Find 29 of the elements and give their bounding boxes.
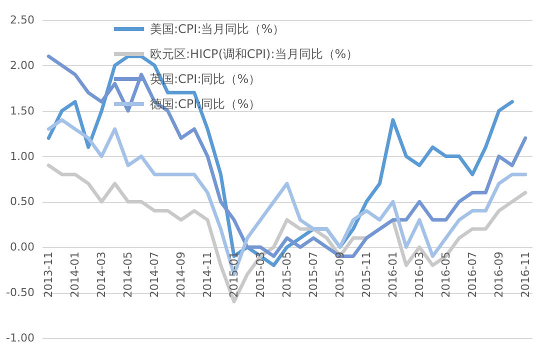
y-tick-label: -0.50 xyxy=(6,286,34,300)
x-tick-label: 2014-05 xyxy=(122,252,135,298)
legend-label: 欧元区:HICP(调和CPI):当月同比（%） xyxy=(150,47,358,61)
y-tick-label: -1.00 xyxy=(6,332,34,343)
x-tick-label: 2015-07 xyxy=(306,252,320,298)
x-tick-label: 2016-11 xyxy=(518,252,532,298)
x-tick-label: 2016-01 xyxy=(386,252,400,298)
x-tick-label: 2016-05 xyxy=(439,252,452,298)
x-tick-label: 2015-09 xyxy=(333,252,346,298)
x-tick-label: 2014-01 xyxy=(68,252,82,298)
x-tick-label: 2014-09 xyxy=(174,252,188,298)
x-tick-label: 2016-07 xyxy=(466,252,479,298)
legend-label: 美国:CPI:当月同比（%） xyxy=(150,22,285,36)
y-tick-label: 2.00 xyxy=(10,58,34,72)
x-tick-label: 2014-03 xyxy=(95,252,108,298)
x-tick-label: 2015-05 xyxy=(280,252,294,298)
x-tick-label: 2015-11 xyxy=(360,252,373,298)
y-tick-label: 0.50 xyxy=(10,195,34,208)
y-tick-label: 0.00 xyxy=(10,240,34,254)
x-tick-label: 2014-07 xyxy=(148,252,162,298)
x-tick-label: 2015-01 xyxy=(228,252,241,298)
x-tick-label: 2015-03 xyxy=(254,252,268,298)
x-tick-label: 2014-11 xyxy=(201,252,214,298)
x-tick-label: 2013-11 xyxy=(42,252,56,298)
y-tick-label: 1.50 xyxy=(10,104,34,118)
y-tick-label: 2.50 xyxy=(10,14,34,26)
y-tick-label: 1.00 xyxy=(10,150,34,163)
x-tick-label: 2016-09 xyxy=(492,252,506,298)
x-tick-label: 2016-03 xyxy=(412,252,426,298)
